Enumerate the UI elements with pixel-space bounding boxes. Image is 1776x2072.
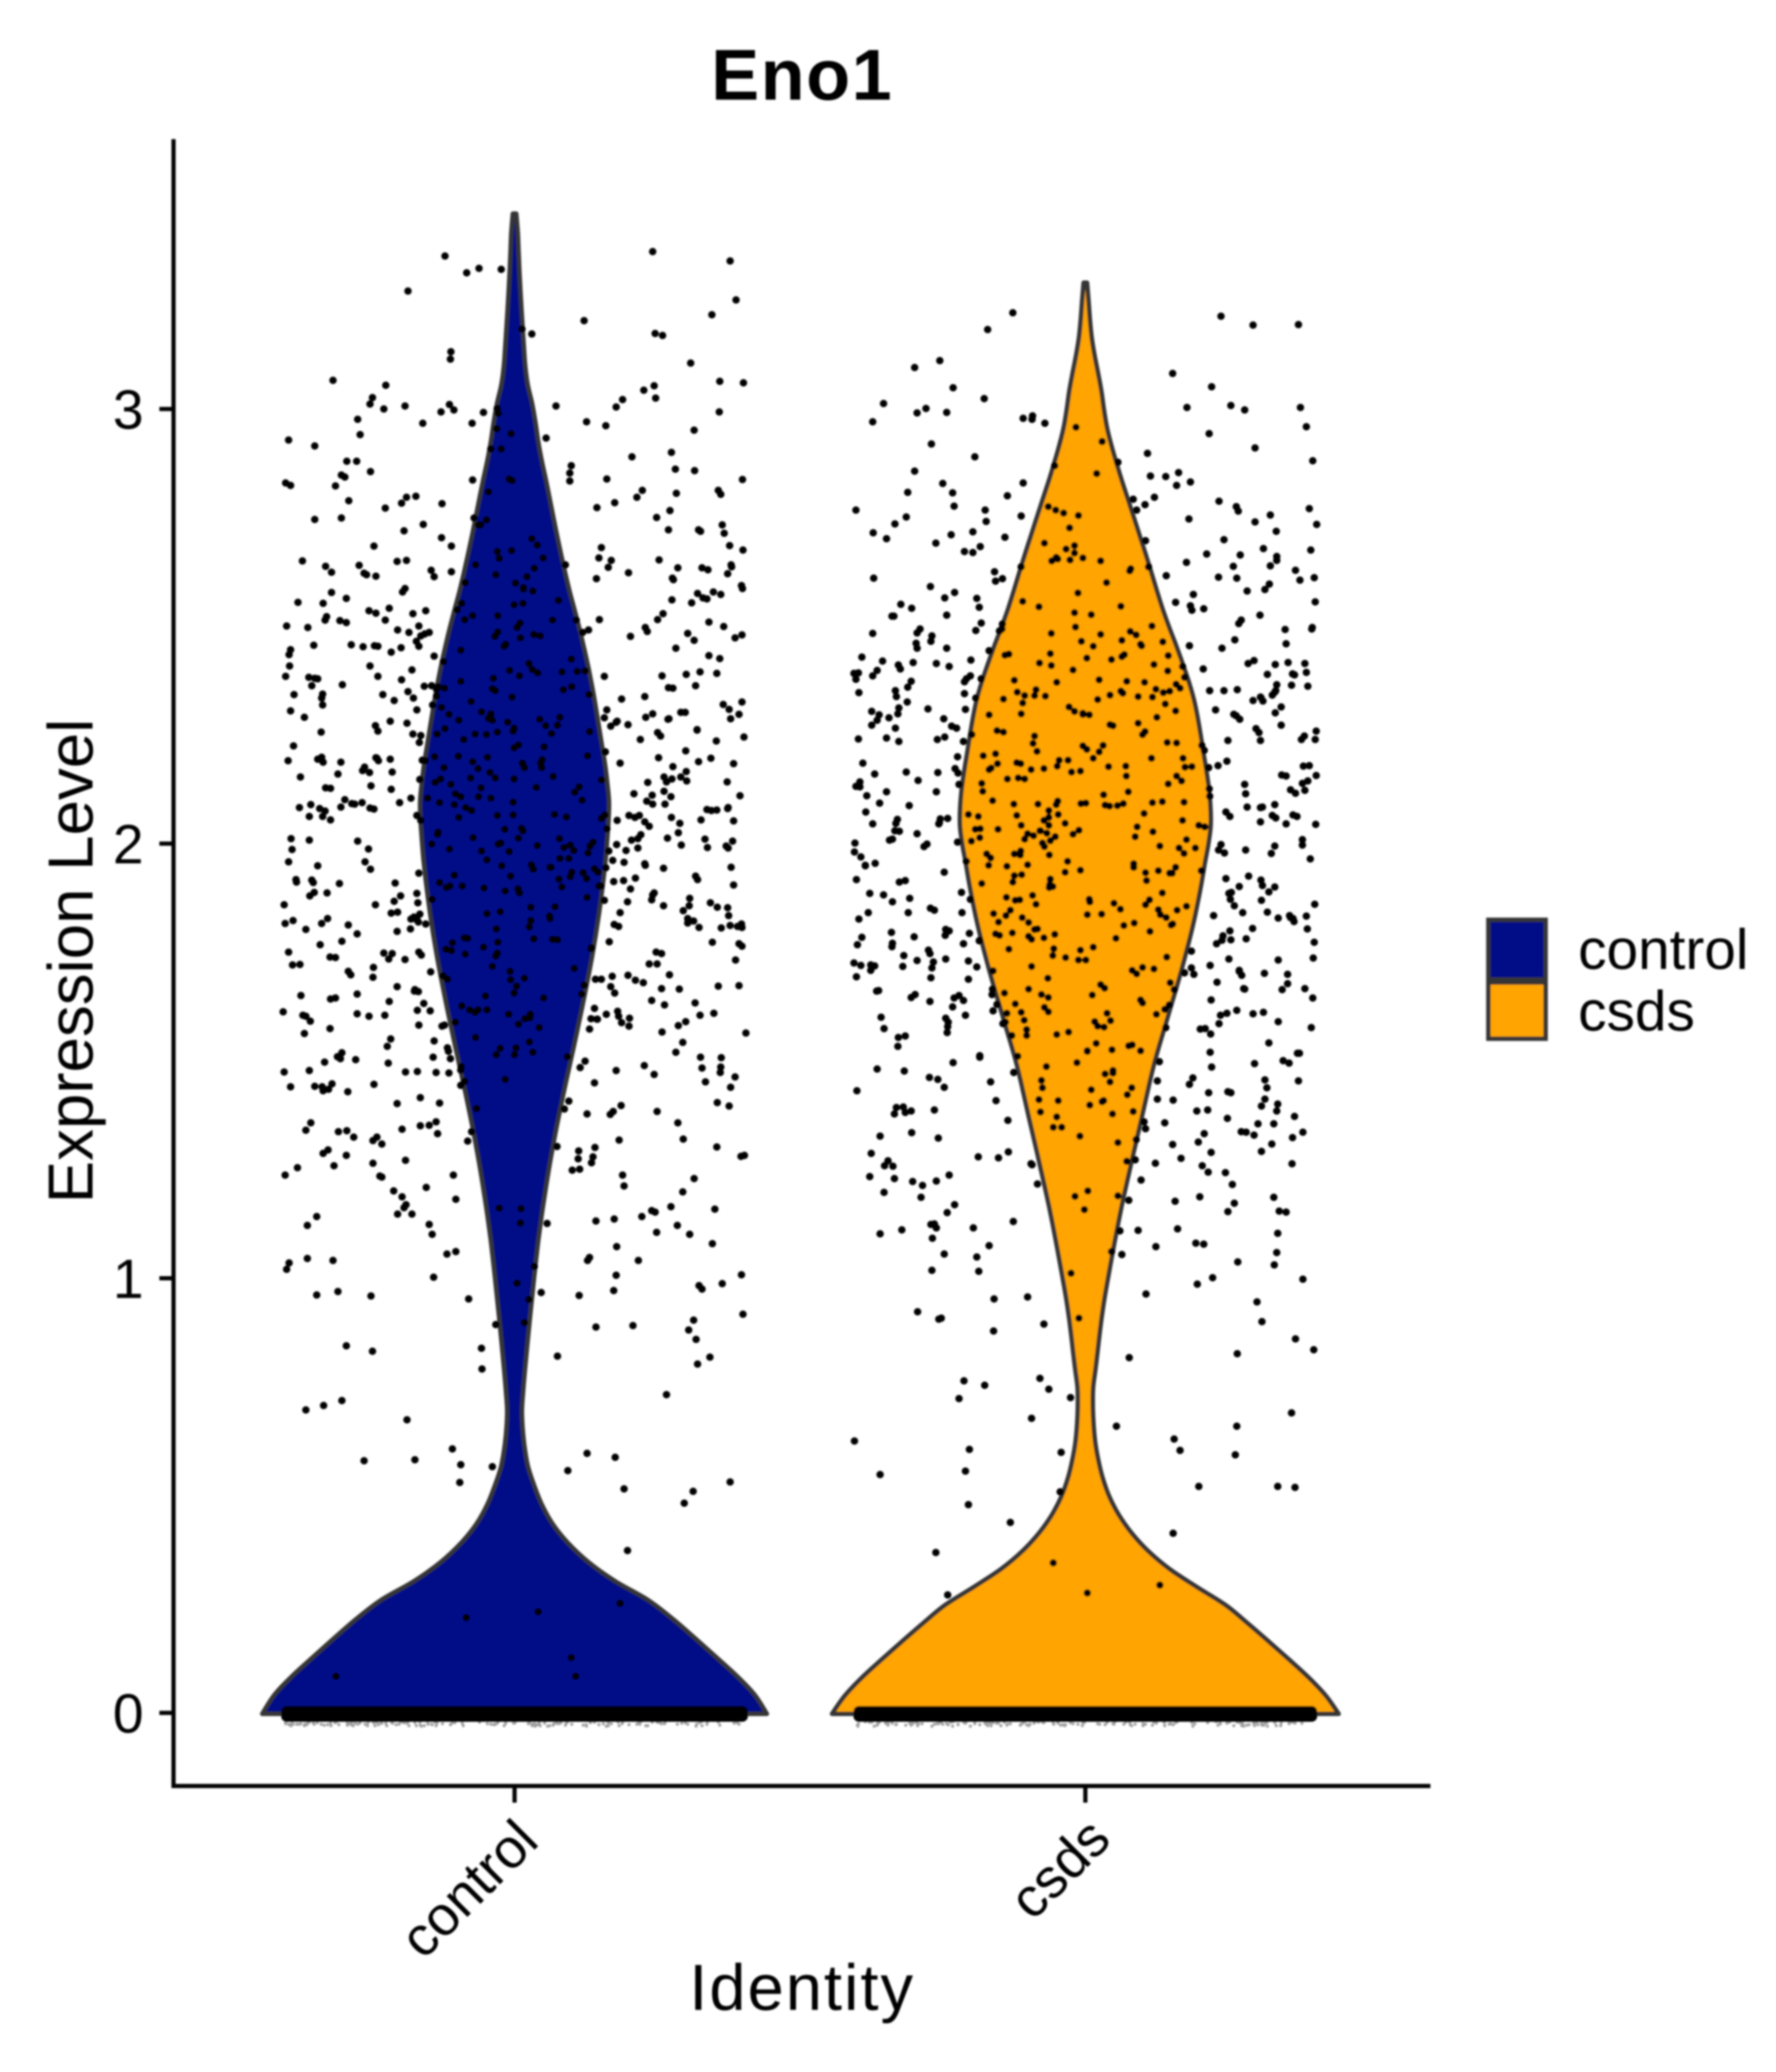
svg-text:0: 0 (113, 1683, 144, 1744)
svg-text:Expression Level: Expression Level (36, 719, 107, 1203)
svg-text:csds: csds (1578, 980, 1695, 1043)
svg-text:2: 2 (113, 814, 144, 875)
svg-text:control: control (1578, 918, 1748, 981)
svg-text:1: 1 (113, 1248, 144, 1310)
svg-text:3: 3 (113, 379, 144, 441)
svg-text:Identity: Identity (689, 1951, 915, 2024)
svg-text:Eno1: Eno1 (711, 35, 893, 115)
